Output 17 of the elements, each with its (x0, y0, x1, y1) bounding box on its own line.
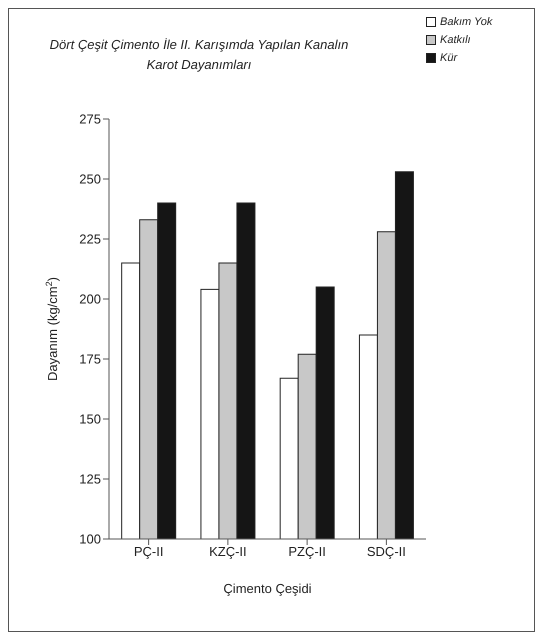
chart-title: Dört Çeşit Çimento İle II. Karışımda Yapılan Kanalın Karot Dayanımları (49, 36, 349, 74)
y-tick-label: 150 (79, 412, 101, 427)
legend-label: Katkılı (440, 33, 471, 48)
y-tick-label: 175 (79, 352, 101, 367)
y-tick-label: 225 (79, 232, 101, 247)
x-tick-label: PÇ-II (134, 544, 164, 560)
y-tick-label: 275 (79, 112, 101, 127)
y-tick-label: 125 (79, 472, 101, 487)
x-tick-label: PZÇ-II (288, 544, 326, 560)
y-tick-label: 200 (79, 292, 101, 307)
x-tick-label: SDÇ-II (366, 544, 406, 560)
x-axis-title: Çimento Çeşidi (223, 581, 312, 596)
legend-label: Kür (440, 51, 458, 66)
y-tick-label: 250 (79, 172, 101, 187)
x-tick-label: KZÇ-II (209, 544, 247, 560)
y-tick-label: 100 (79, 532, 101, 547)
legend-label: Bakım Yok (440, 15, 492, 30)
